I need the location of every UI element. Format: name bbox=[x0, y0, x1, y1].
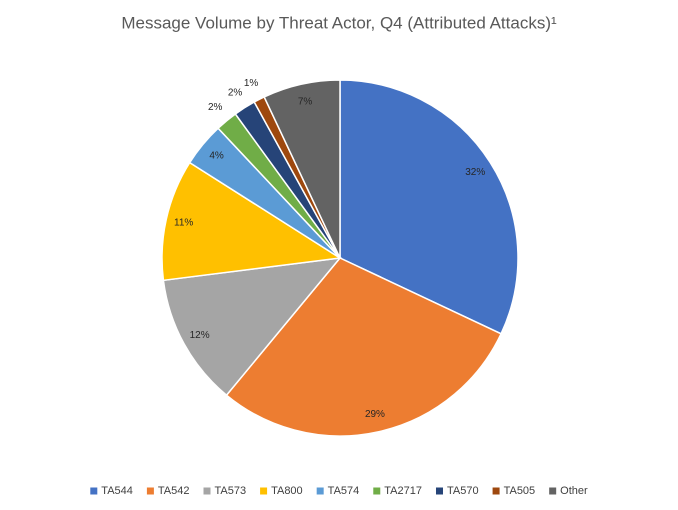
legend-swatch bbox=[203, 487, 211, 495]
legend-label: TA542 bbox=[158, 485, 190, 497]
pie-slice bbox=[162, 257, 342, 397]
pie-slice bbox=[263, 79, 341, 259]
legend-swatch bbox=[435, 487, 443, 495]
data-label: 11% bbox=[174, 218, 193, 229]
legend-label: Other bbox=[560, 485, 588, 497]
legend-label: TA505 bbox=[504, 485, 536, 497]
pie: 32%29%12%11%4%2%2%1%7% bbox=[161, 78, 519, 437]
legend-swatch bbox=[492, 487, 500, 495]
data-label: 12% bbox=[190, 330, 210, 341]
legend-label: TA574 bbox=[328, 485, 360, 497]
pie-slice bbox=[225, 257, 503, 437]
legend: TA544 TA542 TA573 TA800 TA574 TA2717 TA570 TA50… bbox=[90, 485, 588, 497]
data-label: 4% bbox=[209, 151, 224, 162]
pie-slice bbox=[161, 161, 343, 282]
data-label: 29% bbox=[365, 409, 385, 420]
legend-label: TA573 bbox=[214, 485, 246, 497]
legend-swatch bbox=[260, 487, 268, 495]
legend-label: TA544 bbox=[101, 485, 133, 497]
pie-slice bbox=[339, 79, 519, 335]
data-label: 1% bbox=[244, 78, 259, 89]
data-label: 32% bbox=[465, 167, 485, 178]
legend-label: TA2717 bbox=[384, 485, 422, 497]
legend-swatch bbox=[90, 487, 98, 495]
legend-label: TA800 bbox=[271, 485, 303, 497]
legend-swatch bbox=[549, 487, 557, 495]
data-label: 2% bbox=[208, 102, 223, 113]
legend-label: TA570 bbox=[447, 485, 479, 497]
legend-swatch bbox=[316, 487, 324, 495]
chart-title: Message Volume by Threat Actor, Q4 (Attr… bbox=[121, 13, 557, 32]
legend-swatch bbox=[373, 487, 381, 495]
data-label: 2% bbox=[228, 87, 243, 98]
data-label: 7% bbox=[298, 96, 313, 107]
legend-swatch bbox=[146, 487, 154, 495]
